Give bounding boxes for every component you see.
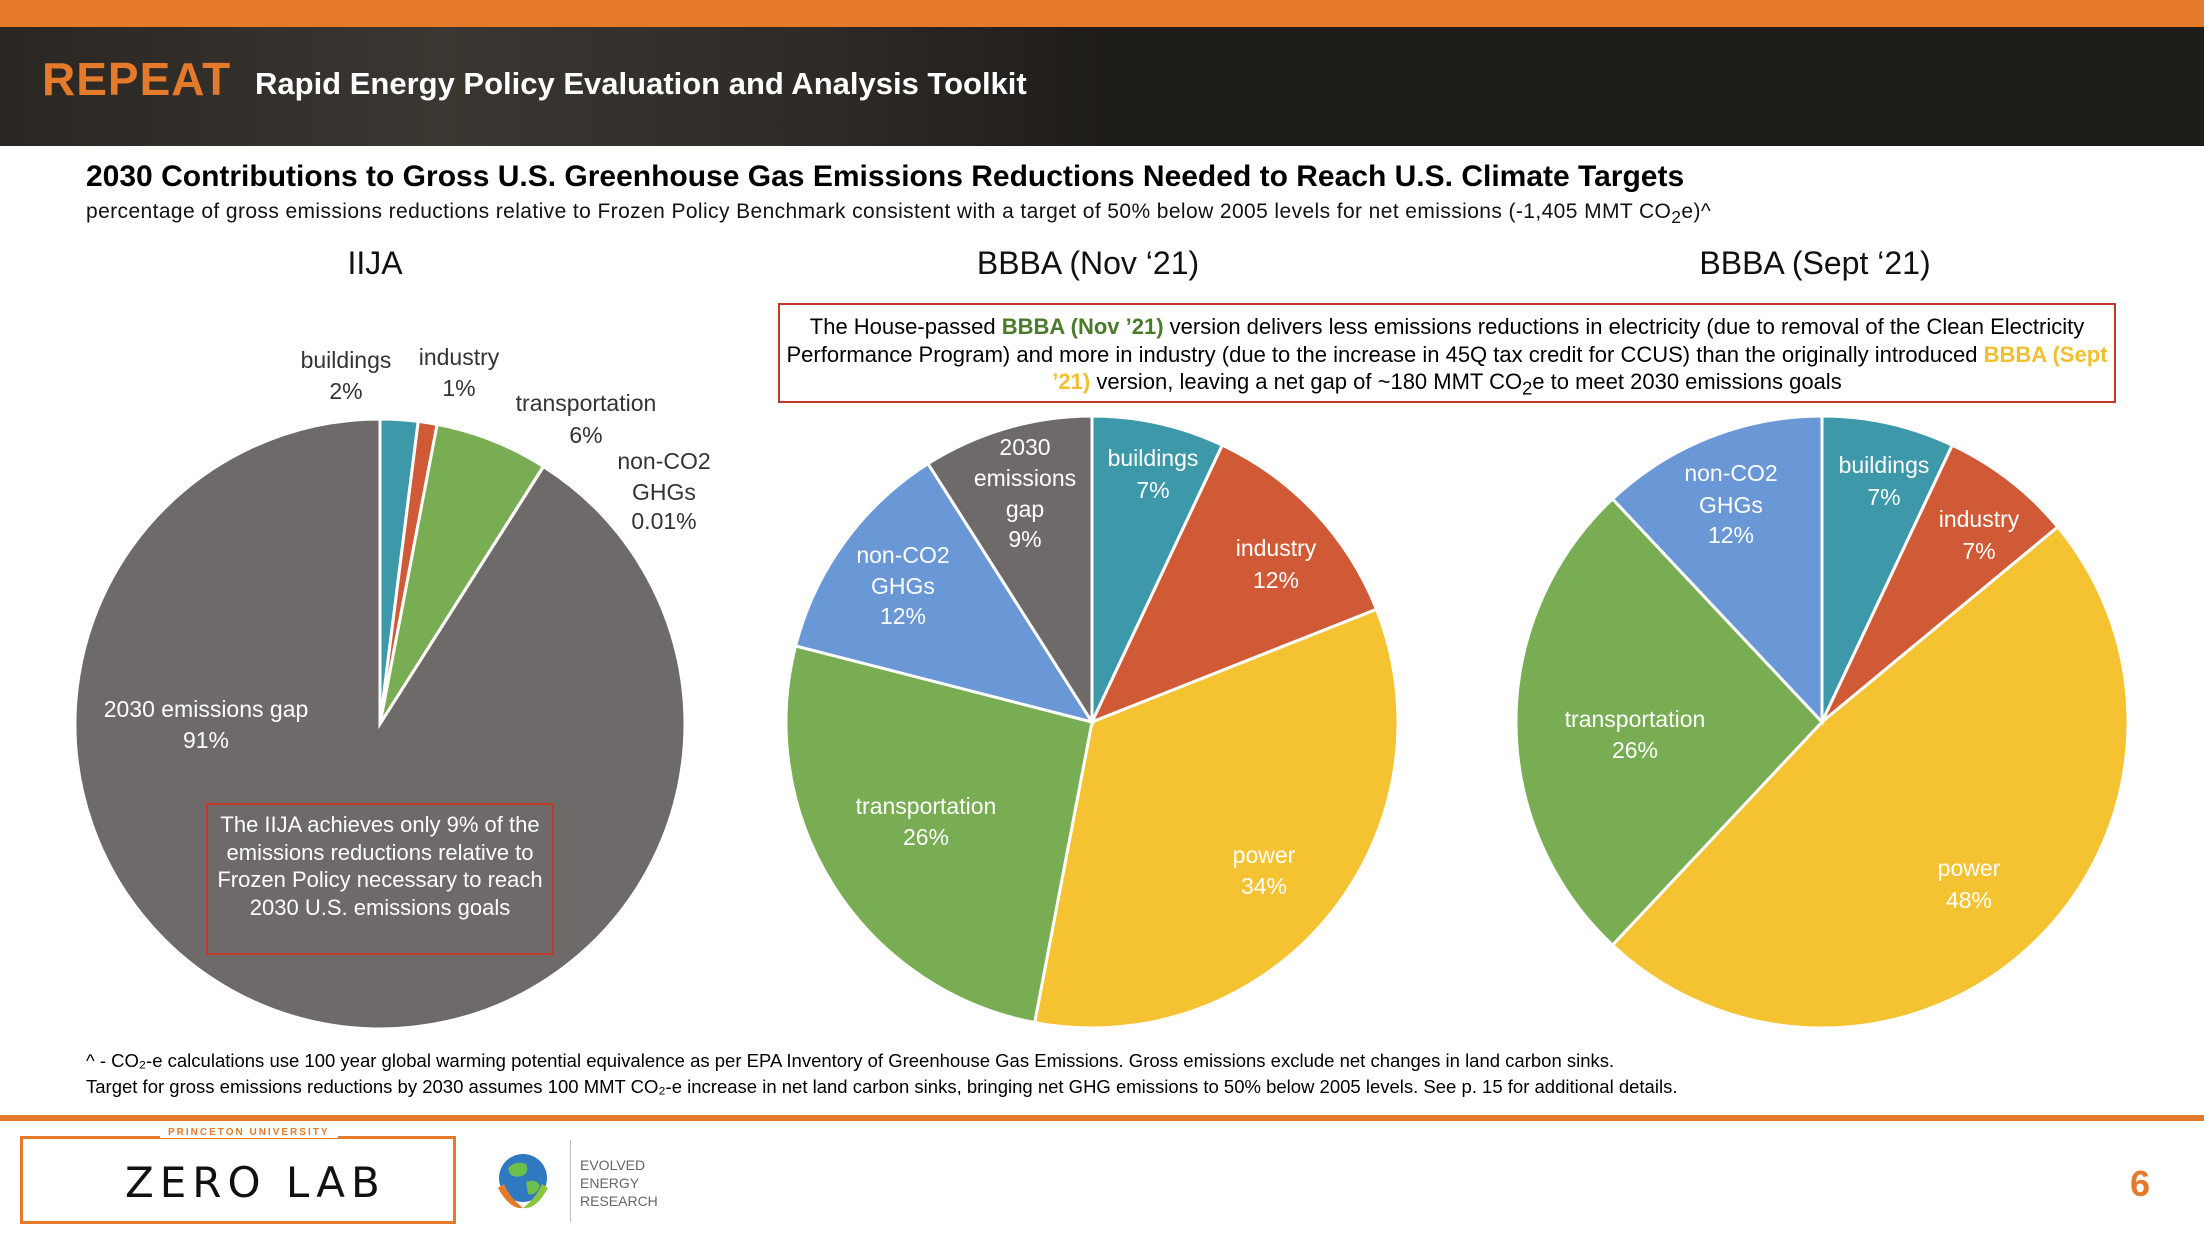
footer-rule [0,1115,2204,1121]
label-name: GHGs [871,573,935,599]
pie-slice-transportation [784,644,1094,1025]
top-accent-stripe [0,0,2204,27]
pie-slice-power [1032,607,1400,1030]
header-background-image [0,27,1100,146]
label-value: 26% [1612,737,1658,763]
pie-slice-power [1610,524,2130,1030]
label-name: GHGs [1699,492,1763,518]
label-value: 1% [442,375,475,401]
label-name: transportation [516,390,657,416]
pie-slice-non-co2-ghgs [1610,414,1824,726]
pie-title-iija: IIJA [347,245,403,281]
brand-subtitle: Rapid Energy Policy Evaluation and Analy… [255,66,1027,101]
footer-divider [570,1140,571,1222]
label-value: 7% [1867,484,1900,510]
label-name: non-CO2 [617,448,710,474]
pie-title-bbba-sept: BBBA (Sept ‘21) [1699,245,1931,281]
pie-slice-non-co2-ghgs [793,461,1096,725]
label-value: 0.01% [631,508,696,534]
label-name: industry [419,344,500,370]
label-name: transportation [856,793,997,819]
label-name: gap [1006,496,1044,522]
label-value: 91% [183,727,229,753]
label-name: non-CO2 [856,542,949,568]
zero-lab-university: PRINCETON UNIVERSITY [160,1127,338,1138]
bbba-callout-box: The House-passed BBBA (Nov ’21) version … [778,303,2116,403]
label-name: industry [1236,535,1317,561]
pie-slice-buildings [1820,414,1955,723]
label-value: 9% [1008,526,1041,552]
label-name: buildings [1108,445,1199,471]
label-name: 2030 emissions gap [104,696,309,722]
zero-lab-name: ZERO LAB [125,1158,386,1207]
pie-slice-2030-emissions-gap [925,414,1094,728]
label-name: industry [1939,506,2020,532]
label-value: 7% [1136,477,1169,503]
label-value: 6% [569,422,602,448]
label-name: power [1233,842,1296,868]
label-name: power [1938,855,2001,881]
pie-slice-buildings [1090,414,1225,723]
label-name: 2030 [999,434,1050,460]
label-name: non-CO2 [1684,460,1777,486]
label-name: emissions [974,465,1076,491]
chart-title: 2030 Contributions to Gross U.S. Greenho… [86,160,1685,193]
pie-slice-transportation [1514,496,1825,948]
footnote-1: ^ - CO₂-e calculations use 100 year glob… [86,1050,1615,1071]
label-value: 26% [903,824,949,850]
label-name: GHGs [632,479,696,505]
label-value: 2% [329,378,362,404]
label-value: 12% [1253,567,1299,593]
footnote-2: Target for gross emissions reductions by… [86,1076,1678,1097]
brand-logo: REPEAT [42,53,232,105]
label-value: 12% [880,603,926,629]
page-number: 6 [2130,1163,2151,1204]
pie-slice-2030-emissions-gap [73,417,687,1031]
evolved-energy-globe-icon [498,1154,548,1209]
pie-slice-industry [1089,443,1379,725]
iija-callout-box: The IIJA achieves only 9% of the emissio… [206,803,554,955]
label-value: 34% [1241,873,1287,899]
chart-subtitle: percentage of gross emissions reductions… [86,200,1712,228]
pie-slice-industry [1820,443,2060,724]
evolved-energy-research-wordmark: EVOLVED ENERGY RESEARCH [580,1157,658,1209]
label-value: 48% [1946,887,1992,913]
label-value: 12% [1708,522,1754,548]
label-name: buildings [301,347,392,373]
label-value: 7% [1962,538,1995,564]
label-name: transportation [1565,706,1706,732]
pie-title-bbba-nov: BBBA (Nov ‘21) [976,245,1200,281]
label-name: buildings [1839,452,1930,478]
